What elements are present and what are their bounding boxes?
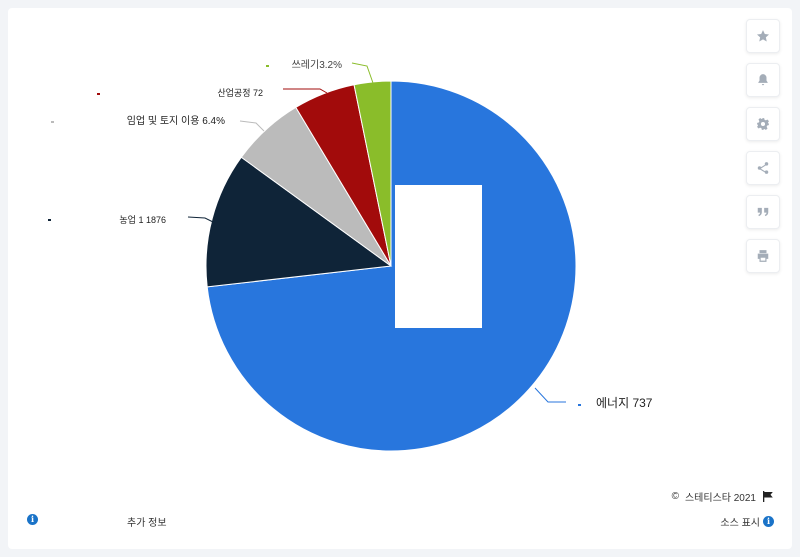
data-label-쓰레기3-2: 쓰레기3.2% bbox=[292, 59, 343, 71]
leader-line bbox=[187, 216, 214, 223]
print-button[interactable] bbox=[746, 239, 780, 273]
settings-button[interactable] bbox=[746, 107, 780, 141]
data-label-임업-및-토지-이용-6-4: 임업 및 토지 이용 6.4% bbox=[127, 114, 225, 127]
source-link[interactable]: 소스 표시 i bbox=[720, 514, 774, 529]
legend-marker bbox=[48, 219, 51, 221]
more-info-label: 추가 정보 bbox=[127, 518, 167, 529]
more-info-link[interactable]: i 추가 정보 bbox=[27, 514, 167, 529]
data-label-산업공정-72: 산업공정 72 bbox=[217, 88, 263, 98]
share-button[interactable] bbox=[746, 151, 780, 185]
toolbar bbox=[746, 19, 780, 283]
blank-overlay-box bbox=[395, 185, 482, 328]
flag-icon bbox=[763, 491, 773, 502]
notification-button[interactable] bbox=[746, 63, 780, 97]
copyright-symbol: © bbox=[671, 491, 679, 502]
source-label: 소스 표시 bbox=[720, 518, 760, 529]
info-icon: i bbox=[27, 514, 38, 525]
leader-line bbox=[283, 88, 328, 94]
leader-line bbox=[351, 62, 374, 84]
pie-slice-농업-1-1876[interactable] bbox=[205, 156, 393, 288]
legend-marker bbox=[51, 121, 54, 123]
data-label-농업-1-1876: 농업 1 1876 bbox=[119, 215, 166, 225]
gear-icon bbox=[757, 118, 769, 130]
copyright-line: © 스테티스타 2021 bbox=[672, 489, 774, 504]
print-icon bbox=[757, 250, 769, 262]
cite-button[interactable] bbox=[746, 195, 780, 229]
legend-marker bbox=[97, 93, 100, 95]
star-icon bbox=[756, 30, 770, 42]
copyright-text: 스테티스타 2021 bbox=[684, 493, 756, 504]
favorite-button[interactable] bbox=[746, 19, 780, 53]
bell-icon bbox=[758, 74, 768, 86]
leader-line bbox=[534, 387, 566, 403]
legend-marker bbox=[578, 404, 581, 406]
quote-icon bbox=[757, 207, 769, 217]
share-icon bbox=[757, 162, 769, 174]
leader-line bbox=[239, 120, 265, 132]
info-icon: i bbox=[763, 516, 774, 527]
data-label-에너지-737: 에너지 737 bbox=[596, 396, 653, 410]
legend-marker bbox=[266, 65, 269, 67]
